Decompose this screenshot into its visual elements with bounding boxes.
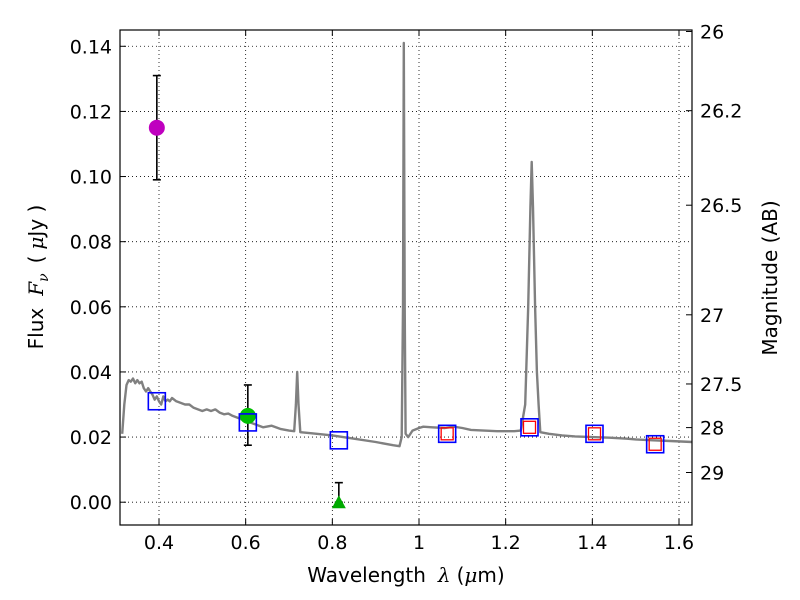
y2-tick-label: 26 xyxy=(700,21,724,43)
y-tick-label: 0.02 xyxy=(70,427,112,449)
plot-frame xyxy=(119,29,693,526)
x-tick-label: 1 xyxy=(413,532,425,554)
y2-tick-label: 29 xyxy=(700,463,724,485)
y-tick-label: 0.04 xyxy=(70,362,112,384)
measured-square xyxy=(587,427,602,441)
detection-point xyxy=(239,407,256,424)
y-tick-label: 0.12 xyxy=(70,101,112,123)
y2-tick-label: 27.5 xyxy=(700,374,742,396)
model-square xyxy=(645,434,665,454)
spectrum-line xyxy=(121,41,693,448)
y-axis-label: FluxFν(μJy ) xyxy=(24,205,52,350)
y2-axis-label: Magnitude (AB) xyxy=(758,200,782,355)
measured-square xyxy=(440,427,454,441)
model-square xyxy=(520,418,539,437)
model-square xyxy=(437,424,457,444)
y-tick-label: 0.10 xyxy=(70,167,112,189)
y2-tick-label: 26.5 xyxy=(700,195,742,217)
y-tick-label: 0.06 xyxy=(70,297,112,319)
x-tick-label: 1.4 xyxy=(577,532,607,554)
y2-tick-label: 28 xyxy=(700,418,724,440)
axis-ticks: 0.4 0.6 0.8 1 1.2 1.4 1.6 0.00 0.02 0.04 0.06 0.08 0… xyxy=(70,21,743,554)
y-tick-label: 0.08 xyxy=(70,232,112,254)
upper-limit-triangle xyxy=(331,495,346,509)
y-tick-label: 0.00 xyxy=(70,492,112,514)
y2-tick-label: 26.2 xyxy=(700,101,742,123)
measured-square xyxy=(522,420,537,434)
model-square xyxy=(238,413,258,432)
x-tick-label: 1.2 xyxy=(491,532,521,554)
x-tick-label: 0.6 xyxy=(231,532,261,554)
x-tick-label: 1.6 xyxy=(664,532,694,554)
x-axis-label: Wavelength λ (μm) xyxy=(307,563,504,587)
y2-tick-label: 27 xyxy=(700,305,724,327)
grid-lines xyxy=(120,30,692,525)
model-square xyxy=(585,424,604,444)
measured-square xyxy=(648,437,662,451)
model-square xyxy=(329,431,349,450)
model-square xyxy=(147,391,167,411)
y-tick-label: 0.14 xyxy=(70,36,112,58)
photometry-series xyxy=(147,74,665,509)
x-tick-label: 0.4 xyxy=(144,532,174,554)
x-tick-label: 0.8 xyxy=(317,532,347,554)
spectrum-series xyxy=(121,41,693,448)
detection-point xyxy=(148,119,165,136)
